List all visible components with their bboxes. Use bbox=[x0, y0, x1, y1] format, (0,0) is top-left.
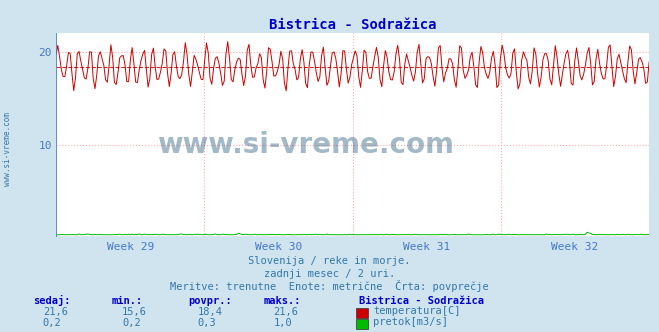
Text: maks.:: maks.: bbox=[264, 296, 301, 306]
Title: Bistrica - Sodražica: Bistrica - Sodražica bbox=[269, 18, 436, 32]
Text: www.si-vreme.com: www.si-vreme.com bbox=[157, 131, 453, 159]
Text: 0,3: 0,3 bbox=[198, 318, 216, 328]
Text: 15,6: 15,6 bbox=[122, 307, 147, 317]
Text: povpr.:: povpr.: bbox=[188, 296, 231, 306]
Text: 1,0: 1,0 bbox=[273, 318, 292, 328]
Text: 18,4: 18,4 bbox=[198, 307, 223, 317]
Text: min.:: min.: bbox=[112, 296, 143, 306]
Text: Bistrica - Sodražica: Bistrica - Sodražica bbox=[359, 296, 484, 306]
Text: 0,2: 0,2 bbox=[122, 318, 140, 328]
Text: Meritve: trenutne  Enote: metrične  Črta: povprečje: Meritve: trenutne Enote: metrične Črta: … bbox=[170, 281, 489, 292]
Text: 21,6: 21,6 bbox=[273, 307, 299, 317]
Text: sedaj:: sedaj: bbox=[33, 295, 71, 306]
Text: 21,6: 21,6 bbox=[43, 307, 68, 317]
Text: pretok[m3/s]: pretok[m3/s] bbox=[373, 317, 448, 327]
Text: 0,2: 0,2 bbox=[43, 318, 61, 328]
Text: zadnji mesec / 2 uri.: zadnji mesec / 2 uri. bbox=[264, 269, 395, 279]
Text: www.si-vreme.com: www.si-vreme.com bbox=[3, 113, 13, 186]
Text: temperatura[C]: temperatura[C] bbox=[373, 306, 461, 316]
Text: Slovenija / reke in morje.: Slovenija / reke in morje. bbox=[248, 256, 411, 266]
